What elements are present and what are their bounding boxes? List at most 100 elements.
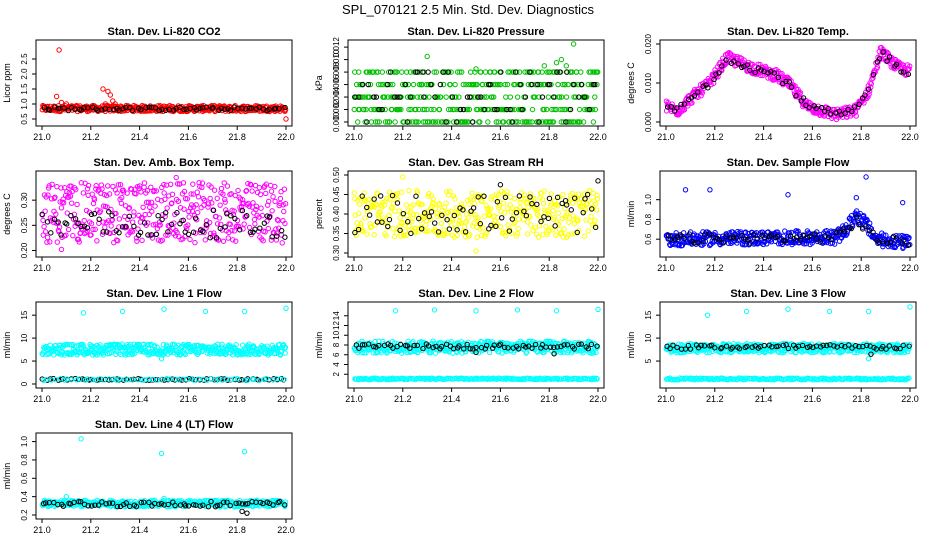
data-point (103, 192, 110, 199)
data-point (230, 237, 236, 243)
data-point (561, 226, 567, 232)
data-point (92, 226, 98, 233)
y-tick-label: 0.8 (644, 213, 653, 225)
data-point (771, 70, 777, 76)
data-point (519, 106, 525, 113)
data-point (590, 119, 597, 125)
data-point (104, 204, 110, 210)
chart-title: Stan. Dev. Line 3 Flow (730, 288, 846, 300)
data-point (580, 119, 587, 125)
chart-title: Stan. Dev. Li-820 Temp. (727, 26, 849, 38)
data-point (570, 41, 577, 47)
x-tick-label: 21.8 (540, 263, 558, 273)
data-point (45, 192, 51, 198)
data-point (842, 110, 848, 116)
data-point (211, 230, 217, 236)
data-point (381, 94, 388, 100)
data-point (460, 81, 466, 88)
data-point (870, 71, 877, 78)
data-point (53, 93, 60, 100)
data-point (161, 190, 167, 196)
data-point (503, 106, 510, 113)
data-point (106, 209, 112, 215)
data-point (129, 228, 136, 235)
data-point (257, 225, 263, 231)
y-tick-label: 0.002 (332, 99, 341, 120)
data-point (73, 186, 79, 193)
data-point (131, 223, 137, 229)
x-tick-label: 21.2 (82, 132, 100, 142)
data-point (145, 199, 152, 206)
data-point (266, 214, 273, 220)
x-tick-label: 21.6 (804, 132, 822, 142)
data-point (505, 69, 511, 75)
data-point (406, 223, 412, 229)
data-point (48, 230, 54, 236)
data-point (239, 197, 246, 203)
data-point (224, 210, 230, 217)
data-point (358, 220, 364, 227)
data-point (543, 106, 550, 113)
data-point (588, 213, 594, 220)
data-point (246, 203, 252, 209)
data-point (153, 231, 159, 238)
data-point (235, 223, 242, 229)
data-point (898, 69, 904, 75)
data-point (47, 239, 53, 245)
data-point (231, 208, 237, 214)
data-point (398, 233, 404, 239)
data-point (281, 208, 287, 215)
data-point (96, 216, 102, 222)
y-tick-label: 0.000 (332, 111, 341, 132)
x-tick-label: 22.0 (901, 132, 919, 142)
data-point (260, 238, 266, 244)
data-point (470, 196, 476, 203)
data-point (741, 57, 747, 63)
data-point (536, 119, 542, 125)
data-point (461, 224, 468, 230)
data-point (282, 220, 288, 227)
data-point (128, 186, 135, 193)
x-tick-label: 21.6 (804, 263, 822, 273)
data-point (274, 216, 281, 223)
data-point (678, 101, 684, 108)
data-point (704, 312, 711, 318)
data-point (581, 233, 588, 239)
y-tick-label: 0.30 (332, 245, 341, 261)
y-tick-label: 12 (332, 321, 341, 330)
data-point (786, 79, 793, 85)
y-tick-label: 1.0 (644, 194, 653, 206)
data-point (159, 237, 166, 243)
data-point (583, 217, 589, 223)
y-axis-label: ml/min (626, 332, 636, 359)
data-point (494, 106, 500, 113)
data-point (517, 81, 524, 88)
data-point (270, 194, 276, 200)
data-point (169, 200, 175, 206)
data-point (351, 106, 357, 113)
data-point (53, 211, 59, 217)
x-tick-label: 21.0 (657, 132, 675, 142)
data-point (511, 196, 518, 202)
data-point (391, 234, 398, 240)
data-point (775, 74, 781, 81)
data-point (268, 188, 275, 194)
data-point (199, 180, 206, 186)
data-point (529, 81, 535, 88)
data-point (239, 105, 245, 111)
data-point (84, 225, 91, 231)
data-point (428, 81, 434, 88)
data-point (55, 219, 61, 225)
data-point (515, 226, 521, 232)
data-point (587, 218, 594, 224)
chart-title: Stan. Dev. Gas Stream RH (408, 157, 544, 169)
data-point (99, 107, 105, 113)
y-tick-label: 0.50 (332, 167, 341, 183)
data-point (247, 229, 254, 236)
data-point (56, 47, 62, 53)
chart-3: Stan. Dev. Li-820 Temp.degrees C21.0 21.2… (626, 26, 919, 142)
data-point (209, 200, 215, 206)
data-point (90, 226, 96, 233)
